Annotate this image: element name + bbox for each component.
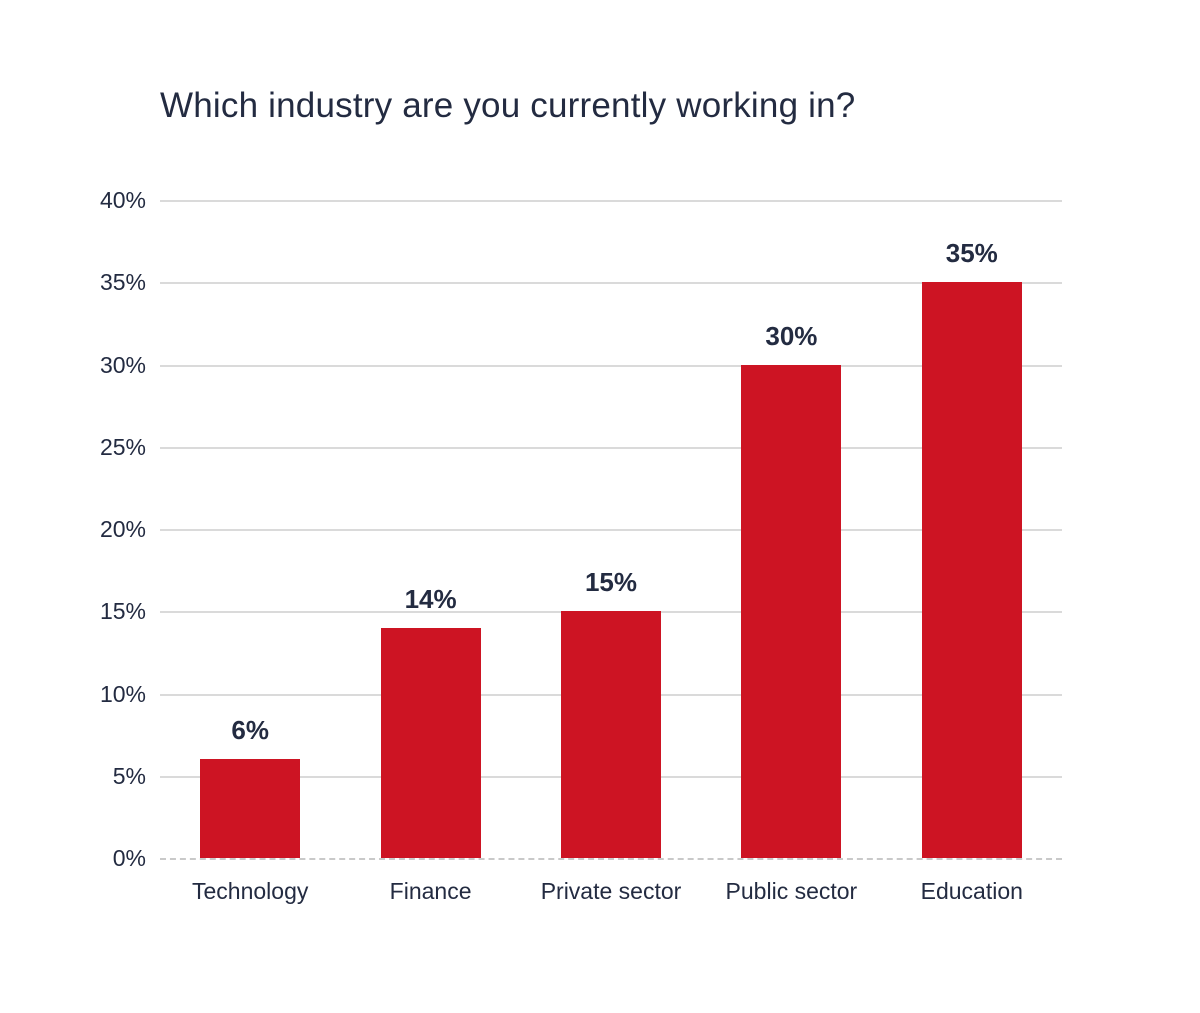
x-axis-category-label: Technology xyxy=(192,878,309,904)
x-axis-category-label: Finance xyxy=(389,878,472,904)
y-axis-tick-label: 10% xyxy=(99,680,146,707)
bar-value-label: 14% xyxy=(404,583,457,614)
y-axis-tick-label: 40% xyxy=(99,187,146,213)
x-axis-category-label: Education xyxy=(920,878,1023,904)
gridline xyxy=(160,364,1062,367)
bar-value-label: 6% xyxy=(231,715,269,746)
y-axis-tick-label: 35% xyxy=(99,269,146,296)
y-axis-tick-label: 5% xyxy=(112,762,146,789)
gridline xyxy=(160,200,1062,202)
bar-public-sector xyxy=(741,364,842,858)
y-axis-tick-label: 20% xyxy=(99,516,146,542)
y-axis-tick-label: 15% xyxy=(99,598,146,625)
x-axis-baseline xyxy=(160,858,1062,860)
bar-value-label: 15% xyxy=(584,567,638,598)
y-axis-tick-label: 25% xyxy=(99,433,146,460)
bar-education xyxy=(921,282,1022,858)
gridline xyxy=(160,529,1062,531)
bar-value-label: 30% xyxy=(765,320,818,351)
y-axis-tick-label: 0% xyxy=(112,845,146,871)
bar-value-label: 35% xyxy=(945,238,998,269)
plot-area: 40% 35% 30% 25% 20% 15% 10% 5% 0% 6% Technology 14%… xyxy=(100,189,1062,904)
bar-technology xyxy=(200,759,301,858)
gridline xyxy=(160,446,1062,449)
gridline xyxy=(160,282,1062,285)
bar-private-sector xyxy=(561,611,661,858)
bar-finance xyxy=(380,627,481,858)
x-axis-category-label: Private sector xyxy=(540,878,682,904)
chart-title: Which industry are you currently working… xyxy=(160,86,856,125)
y-axis-tick-label: 30% xyxy=(99,351,146,378)
x-axis-category-label: Public sector xyxy=(725,878,858,904)
